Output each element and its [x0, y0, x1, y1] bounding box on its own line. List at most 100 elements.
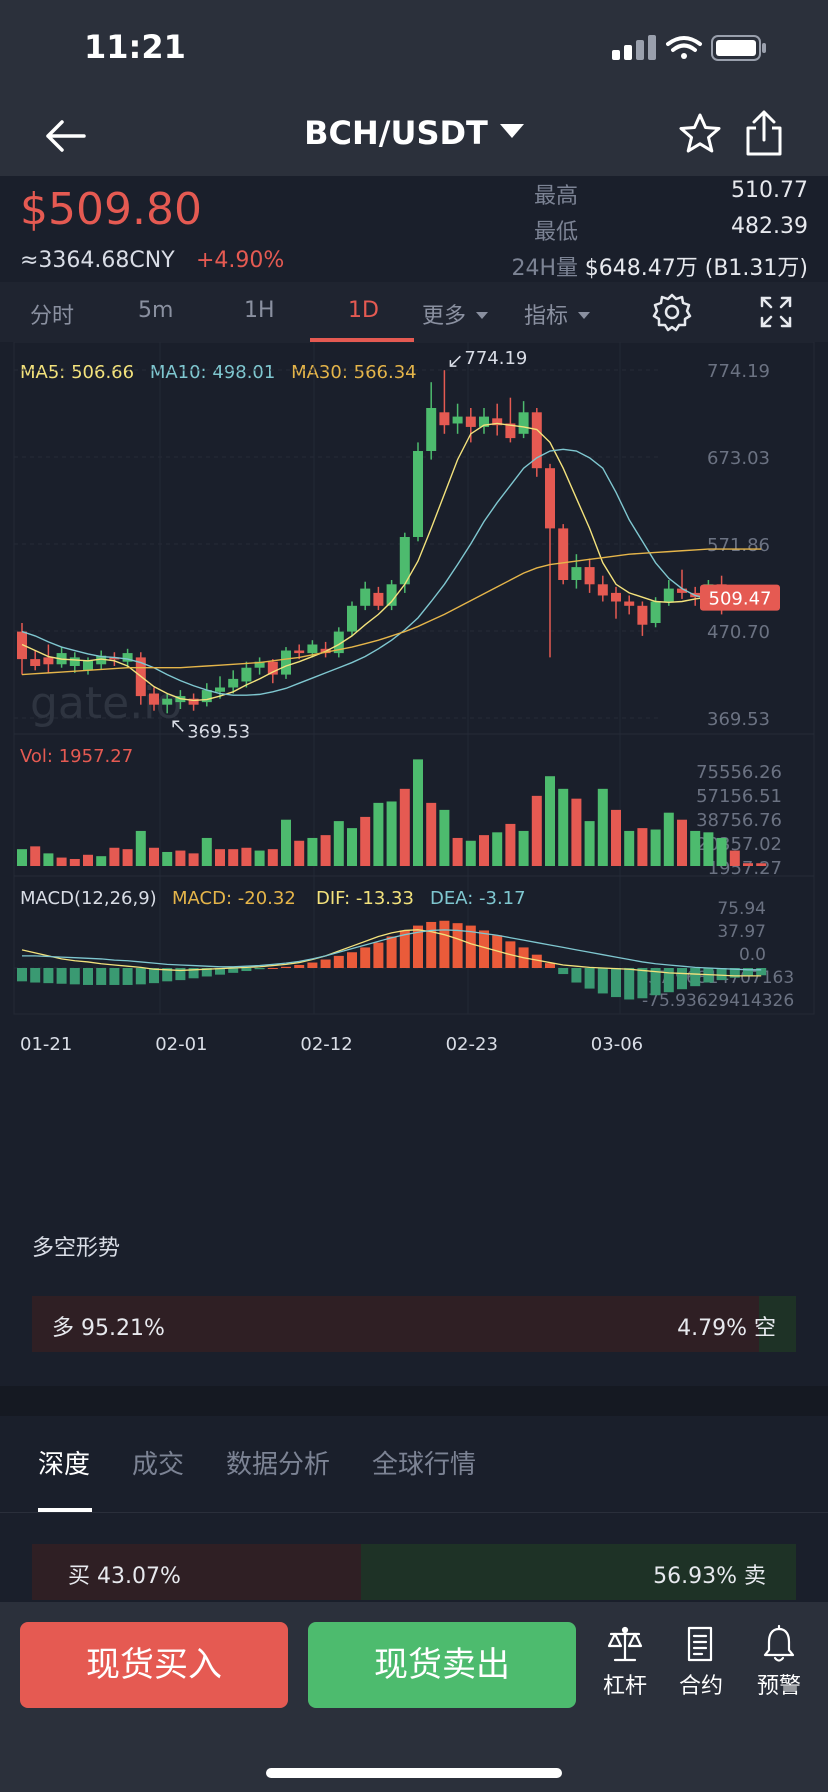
candle-body — [30, 659, 41, 666]
margin-button[interactable]: 杠杆 — [590, 1624, 660, 1700]
contract-label: 合约 — [678, 1674, 723, 1699]
candle-body — [413, 451, 423, 537]
tab-depth[interactable]: 深度 — [38, 1450, 91, 1480]
macd-histogram-bar — [531, 954, 542, 968]
high-arrow-icon — [449, 355, 461, 367]
macd-axis-label: 0.0 — [739, 945, 766, 965]
candle-body — [281, 650, 291, 675]
tab-trades[interactable]: 成交 — [132, 1450, 185, 1480]
x-axis-label: 02-23 — [446, 1034, 498, 1055]
cny-price: ≈3364.68CNY — [20, 248, 175, 273]
tab-5m[interactable]: 5m — [138, 298, 174, 323]
short-ratio: 4.79% 空 — [677, 1316, 776, 1341]
volume-bar — [30, 846, 41, 866]
volume-bar — [254, 850, 265, 866]
caret-down-icon — [476, 312, 489, 319]
ma-line-ma10 — [21, 448, 762, 696]
macd-histogram-bar — [743, 968, 753, 977]
volume-bar — [399, 788, 410, 866]
low-value: 482.39 — [731, 214, 808, 239]
macd-axis-label: 75.94 — [717, 899, 766, 919]
volume-bar — [69, 858, 80, 866]
share-icon[interactable] — [740, 108, 788, 158]
scale-icon — [607, 1626, 643, 1662]
tab-global-market[interactable]: 全球行情 — [372, 1450, 477, 1480]
macd-histogram-bar — [756, 968, 767, 976]
macd-histogram-bar — [677, 968, 687, 990]
battery-icon — [711, 35, 766, 61]
low-arrow-icon — [172, 720, 184, 732]
candle-body — [558, 528, 569, 580]
tab-more[interactable]: 更多 — [422, 298, 489, 330]
volume-bar — [413, 759, 423, 866]
macd-histogram-bar — [294, 964, 305, 968]
candle-body — [518, 412, 529, 434]
x-axis-label: 01-21 — [20, 1034, 72, 1055]
tab-timeshare[interactable]: 分时 — [30, 304, 75, 329]
spot-sell-button[interactable]: 现货卖出 — [308, 1622, 576, 1708]
macd-histogram-bar — [162, 968, 173, 982]
star-icon[interactable] — [676, 110, 724, 158]
macd-histogram-bar — [254, 968, 265, 970]
macd-histogram-bar — [149, 968, 159, 984]
volume-bar — [307, 837, 318, 866]
timeframe-tabs: 分时 5m 1H 1D 更多 指标 — [0, 282, 828, 342]
chart-canvas[interactable]: gate.io 774.19 673.03 571.86 470.70 369.53 774… — [0, 342, 828, 1172]
volume-bar — [703, 832, 714, 866]
fullscreen-icon[interactable] — [758, 294, 794, 330]
candle-body — [677, 588, 687, 593]
macd-histogram-bar — [413, 925, 423, 968]
volume-bar — [109, 847, 120, 866]
current-price-tag — [700, 584, 780, 611]
candle-body — [228, 678, 239, 688]
macd-histogram-bar — [439, 920, 450, 968]
ma-line-ma30 — [21, 548, 762, 676]
back-arrow-icon[interactable] — [40, 110, 92, 162]
contract-button[interactable]: 合约 — [666, 1624, 736, 1700]
candle-body — [215, 687, 225, 692]
spot-buy-button[interactable]: 现货买入 — [20, 1622, 288, 1708]
gear-icon[interactable] — [652, 292, 692, 332]
current-price-label: 509.47 — [709, 589, 772, 610]
pair-selector[interactable]: BCH/USDT — [0, 114, 828, 152]
candle-body — [201, 690, 212, 703]
section-divider — [0, 1386, 828, 1416]
macd-histogram-bar — [465, 925, 476, 968]
document-icon — [687, 1626, 713, 1662]
volume-bar — [386, 801, 397, 866]
macd-histogram-bar — [399, 930, 410, 968]
macd-histogram-bar — [479, 930, 489, 968]
short-segment — [759, 1296, 796, 1352]
volume-bar — [347, 828, 357, 866]
volume-bar — [135, 830, 146, 866]
candle-body — [584, 567, 595, 585]
volume-bar — [215, 849, 225, 866]
tab-1d[interactable]: 1D — [348, 298, 379, 323]
macd-histogram-bar — [83, 968, 93, 985]
candle-body — [373, 592, 384, 606]
volume-label: Vol: 1957.27 — [20, 746, 133, 767]
macd-histogram-bar — [135, 968, 146, 985]
alert-button[interactable]: 预警 — [744, 1624, 814, 1700]
high-value: 510.77 — [731, 178, 808, 203]
macd-histogram-bar — [558, 968, 569, 975]
high-label: 最高 — [533, 184, 578, 209]
volume-bar — [294, 840, 305, 866]
volume-bar — [83, 854, 93, 866]
volume-bar — [558, 788, 569, 866]
bottom-action-bar: 现货买入 现货卖出 杠杆 合约 预 — [0, 1602, 828, 1792]
tab-1h[interactable]: 1H — [244, 298, 275, 323]
candle-body — [399, 536, 410, 585]
macd-histogram-bar — [373, 942, 384, 968]
candle-body — [663, 588, 674, 602]
volume-label: 24H量 — [511, 256, 578, 281]
volume-bar — [149, 847, 159, 866]
volume-bar — [650, 829, 661, 866]
volume-bar — [729, 850, 740, 866]
tab-data-analysis[interactable]: 数据分析 — [226, 1450, 331, 1480]
tab-indicator[interactable]: 指标 — [524, 298, 591, 330]
low-label: 最低 — [533, 220, 578, 245]
volume-bar — [122, 849, 133, 866]
kline-chart[interactable]: MA5: 506.66 MA10: 498.01 MA30: 566.34 ga… — [0, 342, 828, 1172]
volume-bar — [333, 821, 344, 866]
